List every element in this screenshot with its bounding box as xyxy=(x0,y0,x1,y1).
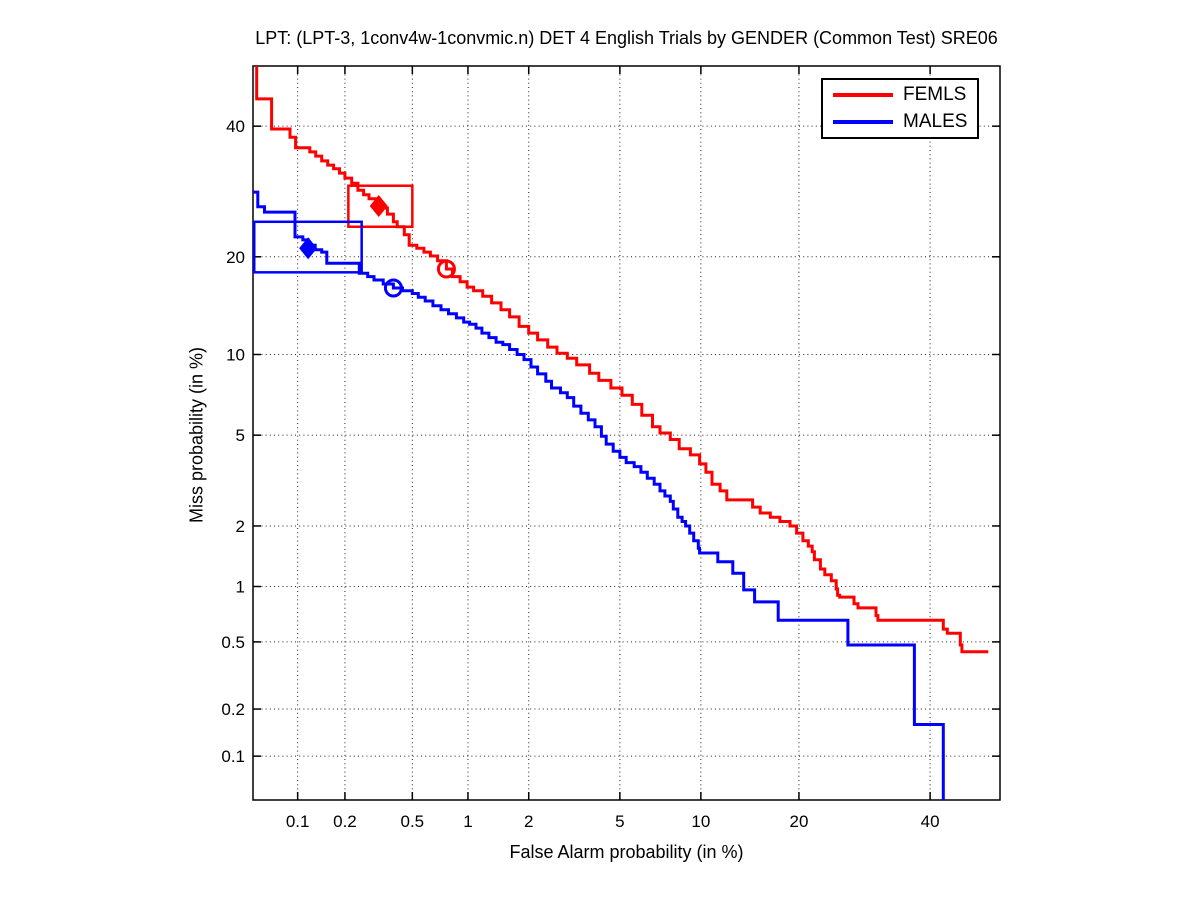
operating-point-circle-femls xyxy=(436,259,456,279)
y-tick-label: 5 xyxy=(236,426,245,445)
y-axis-label: Miss probability (in %) xyxy=(186,346,207,524)
x-tick-label: 20 xyxy=(789,812,808,831)
y-tick-label: 40 xyxy=(226,117,245,136)
legend-label-femls: FEMLS xyxy=(903,84,967,106)
y-tick-label: 0.2 xyxy=(221,700,245,719)
legend: FEMLS MALES xyxy=(821,78,979,139)
x-tick-label: 1 xyxy=(463,812,472,831)
det-curve-femls xyxy=(255,66,989,654)
legend-item-males: MALES xyxy=(833,111,977,133)
legend-item-femls: FEMLS xyxy=(833,84,977,106)
y-tick-label: 10 xyxy=(226,345,245,364)
operating-point-circle-males xyxy=(383,278,403,298)
legend-label-males: MALES xyxy=(903,110,968,132)
y-tick-label: 2 xyxy=(236,517,245,536)
males-line-swatch xyxy=(833,119,893,124)
min-dcf-box-males xyxy=(252,220,363,274)
y-tick-label: 0.1 xyxy=(221,747,245,766)
min-dcf-box-femls xyxy=(347,184,414,228)
x-tick-label: 2 xyxy=(524,812,533,831)
x-tick-label: 5 xyxy=(615,812,624,831)
plot-frame xyxy=(252,65,1001,801)
x-tick-label: 40 xyxy=(921,812,940,831)
det-curve-males xyxy=(253,190,945,800)
y-tick-label: 0.5 xyxy=(221,633,245,652)
chart-title: LPT: (LPT-3, 1conv4w-1convmic.n) DET 4 E… xyxy=(255,28,998,48)
x-tick-label: 0.2 xyxy=(333,812,357,831)
femls-line-swatch xyxy=(833,93,893,98)
min-dcf-marker-femls xyxy=(369,194,388,217)
x-tick-label: 10 xyxy=(691,812,710,831)
x-tick-label: 0.5 xyxy=(401,812,425,831)
y-tick-label: 1 xyxy=(236,578,245,597)
x-axis-label: False Alarm probability (in %) xyxy=(509,842,744,862)
x-tick-label: 0.1 xyxy=(286,812,310,831)
min-dcf-marker-males xyxy=(299,237,318,260)
y-tick-label: 20 xyxy=(226,248,245,267)
